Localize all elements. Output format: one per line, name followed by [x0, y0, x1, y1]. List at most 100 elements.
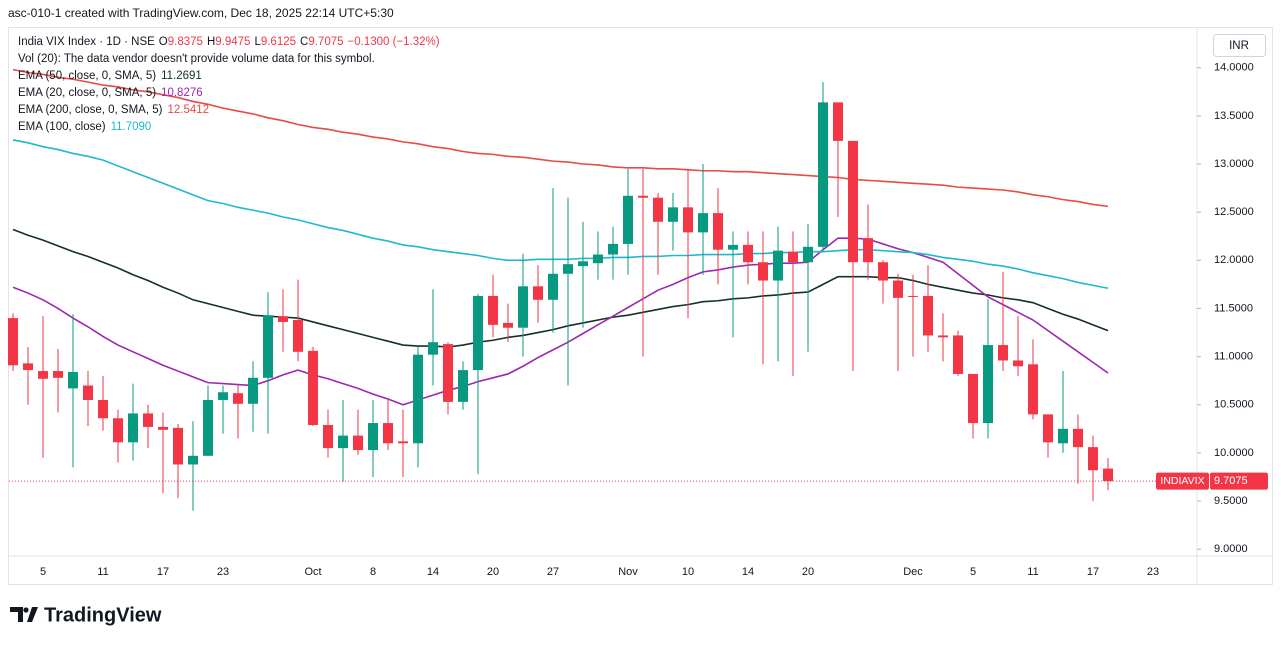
y-tick-label: 10.5000: [1214, 399, 1254, 411]
legend-entry: EMA (200, close, 0, SMA, 5) 12.5412: [18, 104, 209, 116]
ema-line: [12, 68, 1109, 208]
candle-body: [863, 238, 873, 263]
candle-body: [188, 455, 198, 465]
candle-body: [1058, 428, 1068, 444]
candle-body: [533, 286, 543, 300]
ema-line: [12, 228, 1109, 348]
plot: 9.0000 9.5000 10.0000 10.5000 11.0000 11.5000…: [8, 62, 1268, 578]
candle-body: [1043, 414, 1053, 443]
candle-body: [578, 261, 588, 267]
candle-body: [743, 244, 753, 263]
legend-entry: EMA (20, close, 0, SMA, 5) 10.8276: [18, 87, 203, 99]
candle-body: [923, 295, 933, 336]
candle-body: [683, 207, 693, 233]
candle-body: [53, 371, 63, 378]
chart-frame: [8, 27, 1273, 585]
y-tick-label: 12.5000: [1214, 206, 1254, 218]
candle-body: [143, 413, 153, 427]
candle-body: [473, 295, 483, 371]
candle-body: [158, 426, 168, 430]
candle-body: [518, 286, 528, 328]
candle-body: [1073, 428, 1083, 448]
ohlc-value: 9.8375: [168, 36, 203, 48]
candle-body: [338, 435, 348, 449]
candle-body: [218, 392, 228, 400]
candle-body: [293, 320, 303, 352]
ohlc-value: 9.6125: [261, 36, 296, 48]
legend-name: EMA (200, close, 0, SMA, 5): [18, 104, 163, 116]
caption: asc-010-1 created with TradingView.com, …: [8, 6, 394, 20]
logo: TradingView: [10, 604, 162, 626]
legend: India VIX Index · 1D · NSE O9.8375 H9.9475…: [18, 36, 440, 133]
candle-body: [263, 315, 273, 378]
x-tick-label: 17: [157, 566, 169, 578]
brand: TradingView: [44, 604, 162, 626]
y-tick-label: 12.0000: [1214, 254, 1254, 266]
ohlc-key: H: [207, 36, 215, 48]
y-tick-label: 11.5000: [1214, 302, 1253, 314]
price-tag-name-box: [1156, 472, 1209, 490]
x-tick-label: 17: [1087, 566, 1099, 578]
ohlc-value: 9.9475: [215, 36, 250, 48]
y-tick-label: 9.0000: [1214, 543, 1248, 555]
volume-note: Vol (20): The data vendor doesn't provid…: [18, 53, 375, 65]
x-tick-label: 14: [427, 566, 439, 578]
candle-body: [278, 316, 288, 322]
candle-body: [308, 350, 318, 425]
price-tag-name: INDIAVIX: [1160, 475, 1204, 487]
logo-dot: [23, 607, 29, 613]
legend-name: EMA (20, close, 0, SMA, 5): [18, 87, 156, 99]
candle-body: [503, 322, 513, 328]
candle-body: [8, 318, 18, 366]
candle-body: [1103, 468, 1113, 482]
candle-body: [248, 377, 258, 404]
currency: INR: [1229, 40, 1249, 52]
candle-body: [593, 254, 603, 264]
x-tick-label: 14: [742, 566, 754, 578]
x-tick-label: 20: [802, 566, 814, 578]
candle-body: [623, 195, 633, 244]
ema-line: [12, 237, 1109, 406]
candle-body: [488, 295, 498, 325]
candle-body: [563, 264, 573, 274]
legend-entry: EMA (50, close, 0, SMA, 5) 11.2691: [18, 70, 202, 82]
candle-body: [323, 424, 333, 449]
candle-body: [908, 295, 918, 297]
x-tick-label: Oct: [304, 566, 321, 578]
price-tag-value-box: [1210, 472, 1268, 490]
candle-body: [938, 335, 948, 338]
x-tick-label: 5: [970, 566, 976, 578]
candle-body: [1028, 364, 1038, 415]
candle-body: [368, 423, 378, 451]
y-tick-label: 9.5000: [1214, 495, 1248, 507]
candle-body: [848, 140, 858, 263]
legend-value: 12.5412: [167, 104, 209, 116]
x-tick-label: 5: [40, 566, 46, 578]
candle-body: [608, 243, 618, 255]
x-tick-label: 27: [547, 566, 559, 578]
candle-body: [833, 102, 843, 141]
candle-body: [803, 246, 813, 263]
logo-icon: [10, 607, 38, 622]
x-tick-label: Nov: [618, 566, 638, 578]
currency-button[interactable]: [1213, 34, 1266, 57]
candle-body: [1088, 447, 1098, 471]
y-tick-label: 10.0000: [1214, 447, 1254, 459]
y-tick-label: 11.0000: [1214, 351, 1253, 363]
candle-body: [23, 363, 33, 371]
ohlc-key: L: [254, 36, 261, 48]
candle-body: [113, 418, 123, 443]
candle-body: [638, 195, 648, 198]
legend-value: 11.2691: [161, 70, 202, 82]
candle-body: [38, 371, 48, 379]
ohlc-value: 9.7075: [308, 36, 343, 48]
candle-body: [698, 213, 708, 233]
candle-body: [878, 262, 888, 281]
candle-body: [998, 345, 1008, 361]
candle-body: [98, 399, 108, 419]
candle-body: [413, 354, 423, 444]
legend-value: 10.8276: [161, 87, 203, 99]
change: −0.1300 (−1.32%): [348, 36, 440, 48]
candle-body: [428, 342, 438, 355]
